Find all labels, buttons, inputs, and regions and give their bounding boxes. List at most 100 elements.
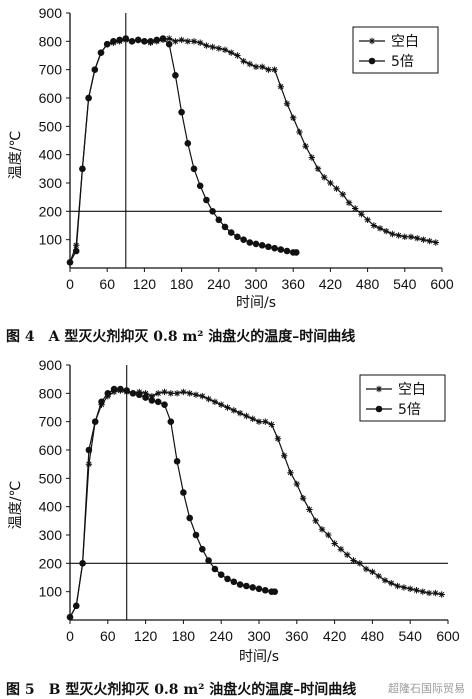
- x-tick-label: 300: [244, 276, 268, 292]
- data-point: [190, 165, 198, 173]
- data-point: [221, 223, 229, 231]
- data-point: [246, 60, 253, 68]
- data-point: [136, 391, 143, 399]
- data-point: [358, 211, 365, 218]
- data-point: [178, 36, 185, 44]
- data-point: [72, 247, 80, 255]
- legend: 空白 5倍: [352, 26, 439, 74]
- data-point: [333, 185, 340, 192]
- data-point: [252, 63, 260, 70]
- data-point: [388, 580, 395, 587]
- y-tick-label: 300: [39, 175, 63, 191]
- data-point: [148, 397, 156, 404]
- data-point: [383, 228, 390, 235]
- data-point: [381, 577, 389, 584]
- data-point: [327, 179, 334, 187]
- y-tick-label: 400: [39, 499, 63, 515]
- data-point: [97, 49, 105, 56]
- data-point: [255, 585, 263, 593]
- y-axis-label: 温度/℃: [8, 131, 24, 179]
- data-point: [287, 469, 294, 476]
- data-point: [337, 546, 345, 553]
- data-point: [432, 589, 439, 597]
- chart-figure-4: 100 200 300 400 500 600 700 800 900 0 60 120 180 240 3…: [6, 5, 454, 345]
- y-tick-label: 900: [39, 5, 63, 21]
- data-point: [414, 235, 421, 242]
- data-point: [155, 390, 162, 397]
- data-point: [66, 259, 74, 266]
- data-point: [203, 196, 210, 204]
- data-point: [79, 560, 86, 567]
- series-line-five-times: [69, 37, 297, 263]
- legend-marker: [375, 405, 383, 413]
- data-point: [172, 72, 179, 79]
- data-point: [293, 480, 300, 488]
- y-tick-label: 400: [39, 147, 63, 163]
- data-point: [283, 100, 291, 107]
- data-point: [375, 572, 382, 580]
- x-tick-label: 480: [361, 628, 385, 644]
- data-point: [255, 418, 263, 425]
- data-point: [167, 418, 175, 425]
- data-point: [331, 540, 338, 547]
- data-point: [407, 233, 415, 240]
- legend-label: 5倍: [391, 54, 414, 70]
- data-point: [240, 58, 247, 65]
- data-point: [128, 38, 136, 45]
- legend-marker: [368, 57, 376, 65]
- legend-label: 空白: [391, 34, 419, 50]
- data-point: [249, 415, 256, 422]
- data-point: [394, 582, 401, 590]
- data-point: [432, 239, 439, 246]
- data-point: [205, 557, 212, 564]
- data-point: [271, 66, 278, 73]
- data-point: [211, 565, 219, 573]
- data-point: [159, 35, 167, 42]
- x-tick-label: 420: [323, 628, 347, 644]
- x-tick-label: 240: [207, 276, 231, 292]
- data-point: [85, 94, 92, 102]
- y-tick-label: 100: [39, 232, 63, 248]
- data-point: [249, 584, 256, 591]
- data-point: [192, 531, 200, 539]
- data-point: [259, 63, 266, 70]
- x-axis-label: 时间/s: [236, 295, 276, 311]
- data-point: [268, 421, 275, 428]
- data-point: [413, 587, 420, 594]
- data-point: [240, 236, 247, 243]
- y-tick-label: 700: [39, 62, 63, 78]
- data-point: [277, 83, 284, 90]
- x-tick-label: 360: [282, 276, 306, 292]
- series-line-blank: [69, 389, 442, 618]
- data-point: [234, 52, 241, 59]
- data-point: [290, 114, 297, 121]
- data-point: [85, 446, 93, 454]
- data-point: [199, 393, 206, 400]
- data-point: [271, 588, 279, 595]
- data-point: [172, 38, 179, 45]
- data-point: [370, 222, 377, 229]
- data-point: [234, 233, 241, 241]
- data-point: [277, 246, 285, 253]
- data-point: [217, 571, 225, 578]
- data-point: [91, 66, 99, 73]
- data-point: [147, 38, 154, 45]
- data-point: [345, 199, 353, 206]
- data-point: [252, 240, 260, 248]
- x-tick-label: 600: [430, 276, 454, 292]
- data-point: [299, 495, 307, 502]
- x-tick-label: 360: [285, 628, 309, 644]
- y-tick-label: 800: [39, 385, 63, 401]
- data-point: [215, 45, 222, 52]
- data-point: [400, 584, 408, 591]
- data-point: [318, 526, 326, 533]
- data-point: [116, 36, 123, 44]
- data-point: [197, 39, 204, 46]
- data-point: [350, 557, 357, 564]
- x-tick-label: 300: [247, 628, 271, 644]
- data-point: [167, 390, 174, 397]
- data-point: [122, 35, 130, 42]
- y-tick-label: 800: [39, 33, 63, 49]
- data-point: [227, 229, 235, 236]
- data-point: [123, 387, 130, 394]
